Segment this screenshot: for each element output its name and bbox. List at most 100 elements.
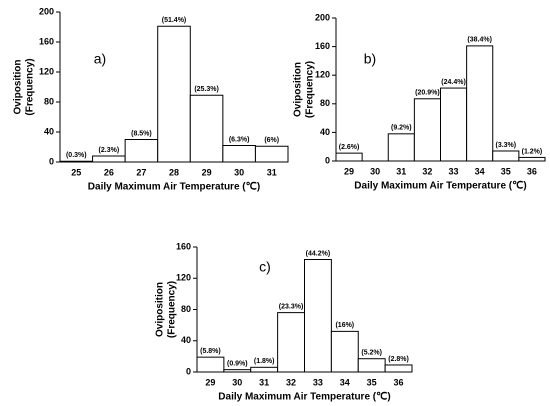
y-tick-label: 80 [44, 96, 54, 106]
bar-label: (3.3%) [496, 142, 517, 149]
bar [357, 358, 386, 373]
y-axis-label: (Frequency) [167, 281, 178, 338]
x-tick-label: 34 [340, 377, 350, 387]
x-tick-label: 27 [136, 167, 146, 177]
bar-label: (1.2%) [522, 148, 543, 155]
bar-label: (23.3%) [279, 303, 304, 310]
y-tick-label: 0 [186, 366, 191, 376]
bar [335, 152, 363, 162]
bar-label: (25.3%) [194, 86, 219, 93]
bar-label: (2.6%) [339, 144, 360, 151]
x-tick-label: 35 [367, 377, 377, 387]
bar [196, 356, 225, 373]
chart: 0 40 80 120 160 29 (5.8%) 30 (0.9%) 31 (1.8%) 32 (23… [155, 241, 413, 403]
y-tick-label: 40 [44, 126, 54, 136]
x-axis-label: Daily Maximum Air Temperature (℃) [354, 181, 526, 192]
bar [59, 160, 94, 163]
x-tick-label: 30 [370, 166, 380, 176]
bar [466, 45, 494, 162]
bar [413, 98, 441, 162]
bar [250, 366, 279, 373]
bar-label: (6.3%) [229, 136, 250, 143]
y-tick-label: 160 [39, 36, 54, 46]
bar-label: (16%) [335, 322, 354, 329]
y-tick-label: 200 [39, 6, 54, 16]
x-axis-label: Daily Maximum Air Temperature (℃) [88, 182, 260, 193]
y-tick-label: 120 [176, 273, 191, 283]
bar [223, 369, 252, 373]
bar-label: (2.8%) [388, 356, 409, 363]
bar-label: (51.4%) [162, 17, 187, 24]
panel-label: c) [259, 259, 271, 275]
x-tick-label: 34 [475, 166, 485, 176]
bar [222, 145, 256, 163]
bar-label: (8.5%) [131, 130, 152, 137]
bar [387, 133, 415, 162]
bar-label: (2.3%) [99, 147, 120, 154]
bar [304, 259, 332, 373]
y-tick-label: 40 [320, 127, 330, 137]
bar-label: (38.4%) [467, 37, 492, 44]
y-tick-label: 80 [181, 304, 191, 314]
bar [124, 139, 159, 163]
bar-label: (5.2%) [361, 350, 382, 357]
y-tick-label: 160 [176, 241, 191, 251]
bar [440, 87, 468, 162]
bar-label: (5.8%) [200, 348, 221, 355]
bar [92, 155, 126, 163]
x-axis-label: Daily Maximum Air Temperature (℃) [218, 392, 390, 403]
x-tick-label: 33 [313, 377, 323, 387]
bar [518, 156, 546, 162]
bar-label: (1.8%) [254, 358, 275, 365]
y-tick-label: 200 [315, 12, 330, 22]
x-tick-label: 32 [286, 377, 296, 387]
y-tick-label: 120 [39, 66, 54, 76]
bar-label: (0.3%) [66, 152, 87, 159]
x-tick-label: 29 [344, 166, 354, 176]
x-tick-label: 25 [71, 167, 81, 177]
x-tick-label: 36 [527, 166, 537, 176]
bar-label: (20.9%) [415, 90, 440, 97]
chart: 0 40 80 120 160 200 29 (2.6%) 30 31 (9.2%) 32 (20.9%… [293, 12, 546, 192]
y-tick-label: 0 [325, 155, 330, 165]
x-tick-label: 31 [396, 166, 406, 176]
panel-label: b) [364, 51, 376, 67]
bar-label: (24.4%) [441, 79, 466, 86]
x-tick-label: 35 [501, 166, 511, 176]
bar-label: (0.9%) [227, 361, 248, 368]
y-tick-label: 80 [320, 98, 330, 108]
bar [157, 25, 191, 163]
bar [277, 312, 305, 373]
x-tick-label: 26 [104, 167, 114, 177]
x-tick-label: 30 [232, 377, 242, 387]
y-axis-label: Oviposition [13, 60, 24, 115]
x-tick-label: 30 [234, 167, 244, 177]
x-tick-label: 29 [205, 377, 215, 387]
bar-label: (44.2%) [306, 250, 331, 257]
y-axis-label: (Frequency) [25, 58, 36, 115]
y-axis-label: Oviposition [293, 62, 304, 117]
y-tick-label: 120 [315, 70, 330, 80]
x-tick-label: 31 [267, 167, 277, 177]
bar [492, 150, 520, 162]
x-tick-label: 36 [394, 377, 404, 387]
chart: 0 40 80 120 160 200 25 (0.3%) 26 (2.3%) 27 (8.5%) 28… [13, 6, 289, 193]
bar-label: (6%) [264, 137, 279, 144]
bar [254, 145, 289, 163]
bar [189, 94, 224, 163]
bar [384, 364, 413, 373]
y-axis-label: (Frequency) [305, 61, 316, 118]
y-tick-label: 0 [49, 156, 54, 166]
y-axis-label: Oviposition [155, 282, 166, 337]
y-tick-label: 40 [181, 335, 191, 345]
bar-label: (9.2%) [391, 125, 412, 132]
y-tick-label: 160 [315, 41, 330, 51]
bar [330, 330, 359, 373]
x-tick-label: 33 [449, 166, 459, 176]
x-tick-label: 29 [202, 167, 212, 177]
x-tick-label: 31 [259, 377, 269, 387]
x-tick-label: 32 [422, 166, 432, 176]
panel-label: a) [94, 51, 106, 67]
x-tick-label: 28 [169, 167, 179, 177]
